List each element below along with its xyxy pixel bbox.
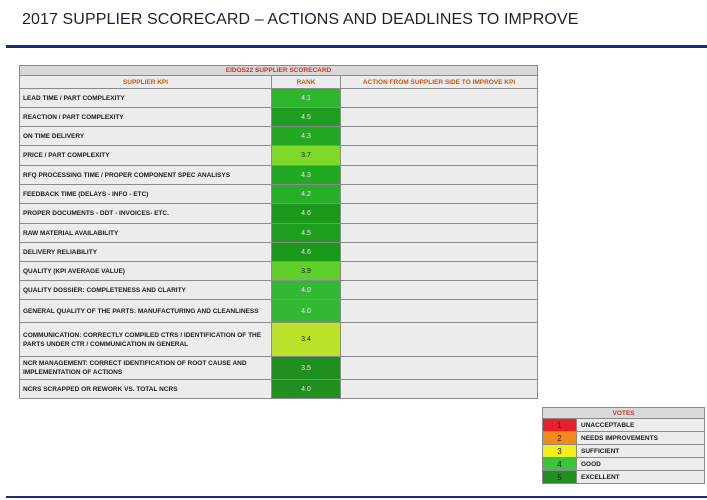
table-row: GENERAL QUALITY OF THE PARTS: MANUFACTUR… <box>19 299 539 323</box>
action-cell[interactable] <box>339 242 539 262</box>
action-cell[interactable] <box>339 165 539 185</box>
legend-row: 1 UNACCEPTABLE <box>542 418 706 432</box>
kpi-label: COMMUNICATION: CORRECTLY COMPILED CTRS /… <box>19 322 272 357</box>
votes-heading: VOTES <box>541 407 706 419</box>
kpi-label: RFQ PROCESSING TIME / PROPER COMPONENT S… <box>19 165 272 185</box>
kpi-label: LEAD TIME / PART COMPLEXITY <box>19 88 272 108</box>
action-cell[interactable] <box>339 261 539 281</box>
rank-value: 3.5 <box>271 356 341 380</box>
table-row: COMMUNICATION: CORRECTLY COMPILED CTRS /… <box>19 322 539 357</box>
supplier-scorecard-table: EIDOS22 SUPPLIER SCORECARD SUPPLIER KPI … <box>18 65 539 399</box>
kpi-label: FEEDBACK TIME (DELAYS - INFO - ETC) <box>19 184 272 204</box>
kpi-label: NCRS SCRAPPED OR REWORK VS. TOTAL NCRS <box>19 379 272 399</box>
table-row: PROPER DOCUMENTS - DDT - INVOICES- ETC. 4… <box>19 203 539 224</box>
kpi-label: NCR MANAGEMENT: CORRECT IDENTIFICATION O… <box>19 356 272 380</box>
kpi-label: QUALITY DOSSIER: COMPLETENESS AND CLARIT… <box>19 280 272 300</box>
legend-row: 3 SUFFICIENT <box>542 444 706 458</box>
scorecard-heading: EIDOS22 SUPPLIER SCORECARD <box>18 65 539 76</box>
rank-value: 3.4 <box>271 322 341 357</box>
kpi-label: GENERAL QUALITY OF THE PARTS: MANUFACTUR… <box>19 299 272 323</box>
rank-value: 3.9 <box>271 261 341 281</box>
rank-value: 4.5 <box>271 223 341 243</box>
legend-row: 5 EXCELLENT <box>542 470 706 484</box>
vote-number: 2 <box>542 431 577 445</box>
col-header-rank: RANK <box>271 75 341 89</box>
table-row: RFQ PROCESSING TIME / PROPER COMPONENT S… <box>19 165 539 185</box>
action-cell[interactable] <box>339 88 539 108</box>
vote-label: NEEDS IMPROVEMENTS <box>575 431 706 445</box>
action-cell[interactable] <box>339 223 539 243</box>
rank-value: 4.0 <box>271 299 341 323</box>
vote-number: 5 <box>542 470 577 484</box>
vote-number: 3 <box>542 444 577 458</box>
rank-value: 4.6 <box>271 203 341 224</box>
vote-label: UNACCEPTABLE <box>575 418 706 432</box>
kpi-label: RAW MATERIAL AVAILABILITY <box>19 223 272 243</box>
vote-label: EXCELLENT <box>575 470 706 484</box>
legend-row: 2 NEEDS IMPROVEMENTS <box>542 431 706 445</box>
table-row: RAW MATERIAL AVAILABILITY 4.5 <box>19 223 539 243</box>
kpi-label: ON TIME DELIVERY <box>19 126 272 146</box>
table-row: PRICE / PART COMPLEXITY 3.7 <box>19 145 539 166</box>
rank-value: 4.5 <box>271 107 341 127</box>
rank-value: 4.0 <box>271 379 341 399</box>
kpi-label: PROPER DOCUMENTS - DDT - INVOICES- ETC. <box>19 203 272 224</box>
rank-value: 4.2 <box>271 184 341 204</box>
col-header-kpi: SUPPLIER KPI <box>19 75 272 89</box>
title-divider <box>6 45 707 48</box>
action-cell[interactable] <box>339 184 539 204</box>
vote-number: 4 <box>542 457 577 471</box>
rank-value: 4.0 <box>271 280 341 300</box>
table-row: REACTION / PART COMPLEXITY 4.5 <box>19 107 539 127</box>
table-row: QUALITY DOSSIER: COMPLETENESS AND CLARIT… <box>19 280 539 300</box>
table-row: FEEDBACK TIME (DELAYS - INFO - ETC) 4.2 <box>19 184 539 204</box>
action-cell[interactable] <box>339 203 539 224</box>
action-cell[interactable] <box>339 322 539 357</box>
rank-value: 4.3 <box>271 165 341 185</box>
legend-row: 4 GOOD <box>542 457 706 471</box>
bottom-divider <box>6 496 707 498</box>
vote-number: 1 <box>542 418 577 432</box>
page-title: 2017 SUPPLIER SCORECARD – ACTIONS AND DE… <box>22 11 579 28</box>
votes-legend-table: VOTES 1 UNACCEPTABLE 2 NEEDS IMPROVEMENTS 3 S… <box>541 407 706 484</box>
table-row: QUALITY (KPI AVERAGE VALUE) 3.9 <box>19 261 539 281</box>
col-header-action: ACTION FROM SUPPLIER SIDE TO IMPROVE KPI <box>339 75 539 89</box>
action-cell[interactable] <box>339 356 539 380</box>
kpi-label: DELIVERY RELIABILITY <box>19 242 272 262</box>
action-cell[interactable] <box>339 280 539 300</box>
kpi-label: QUALITY (KPI AVERAGE VALUE) <box>19 261 272 281</box>
kpi-label: PRICE / PART COMPLEXITY <box>19 145 272 166</box>
table-row: NCR MANAGEMENT: CORRECT IDENTIFICATION O… <box>19 356 539 380</box>
table-row: ON TIME DELIVERY 4.3 <box>19 126 539 146</box>
rank-value: 4.3 <box>271 126 341 146</box>
action-cell[interactable] <box>339 107 539 127</box>
rank-value: 4.1 <box>271 88 341 108</box>
action-cell[interactable] <box>339 379 539 399</box>
kpi-label: REACTION / PART COMPLEXITY <box>19 107 272 127</box>
action-cell[interactable] <box>339 299 539 323</box>
vote-label: GOOD <box>575 457 706 471</box>
table-row: DELIVERY RELIABILITY 4.6 <box>19 242 539 262</box>
rank-value: 3.7 <box>271 145 341 166</box>
table-row: NCRS SCRAPPED OR REWORK VS. TOTAL NCRS 4.… <box>19 379 539 399</box>
action-cell[interactable] <box>339 126 539 146</box>
action-cell[interactable] <box>339 145 539 166</box>
table-row: LEAD TIME / PART COMPLEXITY 4.1 <box>19 88 539 108</box>
rank-value: 4.6 <box>271 242 341 262</box>
vote-label: SUFFICIENT <box>575 444 706 458</box>
